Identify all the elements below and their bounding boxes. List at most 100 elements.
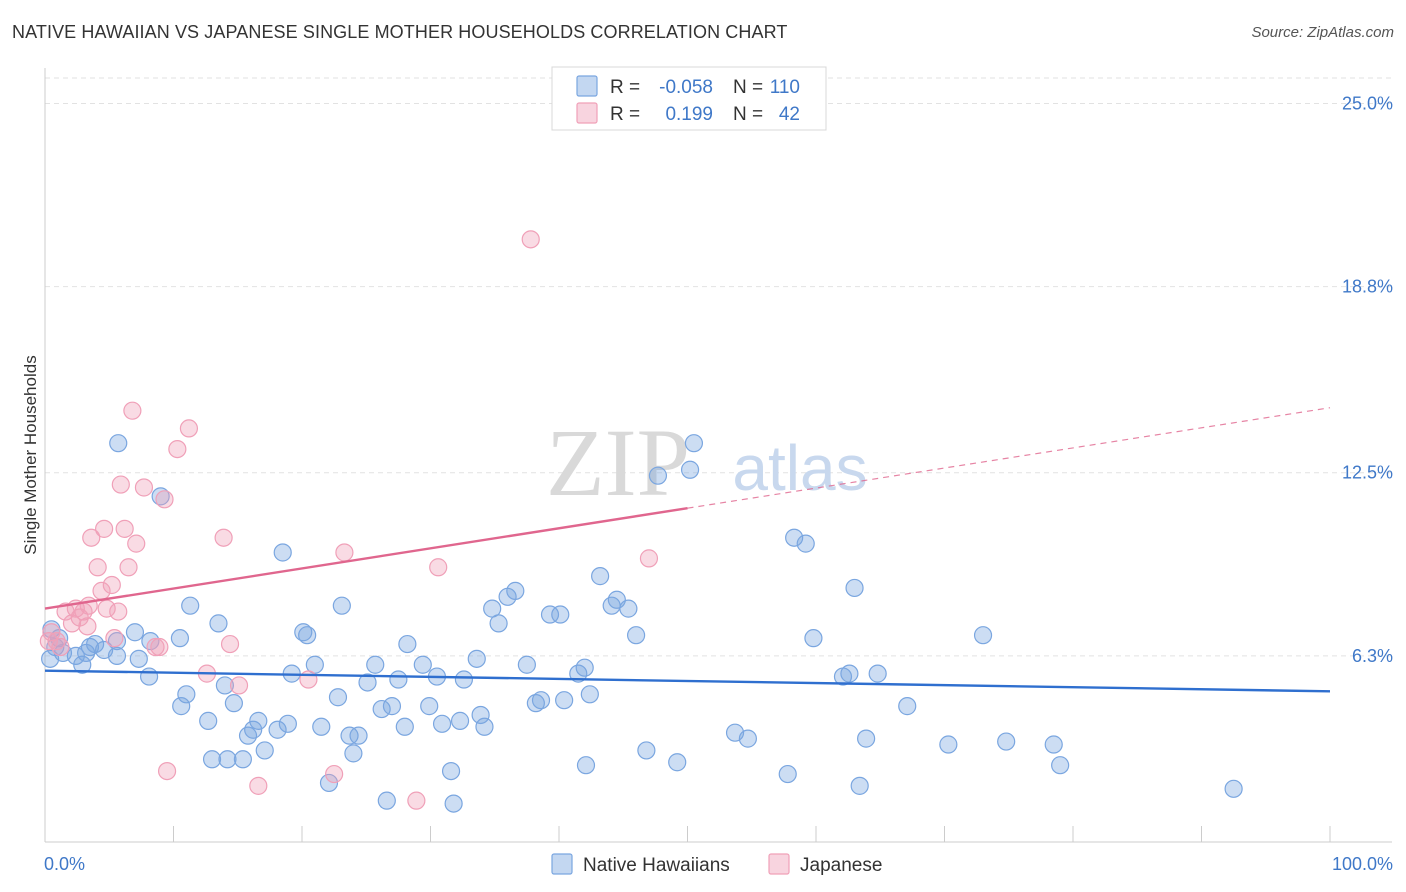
point-native-hawaiians xyxy=(555,691,574,710)
point-native-hawaiians xyxy=(107,646,127,665)
point-native-hawaiians xyxy=(576,756,596,775)
point-native-hawaiians xyxy=(170,629,190,648)
point-native-hawaiians xyxy=(215,676,234,695)
point-japanese xyxy=(429,558,448,577)
point-native-hawaiians xyxy=(444,794,463,813)
point-native-hawaiians xyxy=(273,543,292,562)
legend-swatch-japanese xyxy=(576,102,598,124)
point-native-hawaiians xyxy=(86,634,105,654)
point-native-hawaiians xyxy=(785,528,804,547)
legend-r-value: 0.199 xyxy=(665,104,713,125)
point-native-hawaiians xyxy=(181,596,200,615)
point-native-hawaiians xyxy=(551,605,570,624)
point-japanese xyxy=(111,475,130,494)
x-tick-labels: 0.0% 100.0% xyxy=(44,854,1393,874)
point-native-hawaiians xyxy=(845,578,864,598)
point-japanese xyxy=(82,528,101,547)
point-native-hawaiians xyxy=(619,599,638,618)
point-native-hawaiians xyxy=(349,726,368,745)
point-japanese xyxy=(325,764,344,784)
point-native-hawaiians xyxy=(139,667,159,686)
point-japanese xyxy=(155,490,174,509)
point-native-hawaiians xyxy=(441,761,461,781)
point-native-hawaiians xyxy=(172,697,191,716)
y-tick-label: 18.8% xyxy=(1342,277,1393,297)
point-native-hawaiians xyxy=(668,753,687,772)
point-japanese xyxy=(78,617,97,636)
point-native-hawaiians xyxy=(413,655,432,674)
legend-label-japanese: Japanese xyxy=(800,855,882,876)
legend-label-native-hawaiians: Native Hawaiians xyxy=(583,855,730,876)
axes xyxy=(44,68,1392,843)
point-native-hawaiians xyxy=(738,729,757,748)
point-japanese xyxy=(249,776,268,795)
point-japanese xyxy=(109,602,128,621)
point-native-hawaiians xyxy=(366,655,385,674)
y-tick-label: 25.0% xyxy=(1342,93,1393,113)
point-native-hawaiians xyxy=(898,697,917,716)
point-native-hawaiians xyxy=(973,626,993,645)
point-native-hawaiians xyxy=(626,626,646,645)
chart-title: NATIVE HAWAIIAN VS JAPANESE SINGLE MOTHE… xyxy=(12,22,788,42)
point-japanese xyxy=(51,637,70,657)
legend-n-label: N = xyxy=(733,77,763,98)
point-native-hawaiians xyxy=(107,632,127,651)
y-tick-label: 6.3% xyxy=(1352,646,1393,666)
legend-n-label: N = xyxy=(733,104,763,125)
point-japanese xyxy=(220,634,240,654)
point-native-hawaiians xyxy=(840,664,859,683)
point-native-hawaiians xyxy=(591,567,610,586)
point-native-hawaiians xyxy=(129,649,148,668)
point-native-hawaiians xyxy=(1051,756,1070,775)
point-native-hawaiians xyxy=(199,711,218,730)
trend-line-japanese xyxy=(44,506,688,610)
point-japanese xyxy=(115,519,134,538)
point-native-hawaiians xyxy=(575,658,594,677)
point-japanese xyxy=(146,637,165,657)
point-native-hawaiians xyxy=(389,670,408,689)
point-native-hawaiians xyxy=(796,534,815,553)
point-native-hawaiians xyxy=(66,646,85,665)
point-japanese xyxy=(102,575,121,595)
point-japanese xyxy=(168,439,187,459)
point-native-hawaiians xyxy=(684,434,704,453)
point-native-hawaiians xyxy=(177,685,196,704)
point-japanese xyxy=(299,670,318,689)
point-native-hawaiians xyxy=(202,750,222,769)
point-native-hawaiians xyxy=(471,705,490,725)
point-native-hawaiians xyxy=(526,694,545,713)
legend-swatch-japanese xyxy=(768,853,790,875)
point-native-hawaiians xyxy=(255,741,274,760)
point-native-hawaiians xyxy=(778,764,797,784)
point-native-hawaiians xyxy=(1044,735,1063,754)
point-native-hawaiians xyxy=(238,726,258,745)
point-native-hawaiians xyxy=(395,717,414,736)
point-native-hawaiians xyxy=(489,614,508,633)
point-native-hawaiians xyxy=(278,714,297,733)
point-native-hawaiians xyxy=(475,717,494,736)
point-native-hawaiians xyxy=(319,773,339,793)
legend-bottom: Native Hawaiians Japanese xyxy=(551,853,882,876)
point-native-hawaiians xyxy=(804,629,823,648)
y-tick-label: 12.5% xyxy=(1342,463,1393,483)
point-native-hawaiians xyxy=(80,637,100,657)
trend-lines xyxy=(44,407,1331,693)
point-native-hawaiians xyxy=(382,697,402,716)
legend-swatch-native-hawaiians xyxy=(576,75,598,97)
point-native-hawaiians xyxy=(224,694,243,713)
point-japanese xyxy=(123,401,142,420)
point-japanese xyxy=(214,528,233,547)
point-japanese xyxy=(407,791,426,810)
y-tick-labels: 6.3% 12.5% 18.8% 25.0% xyxy=(1342,93,1393,665)
point-japanese xyxy=(95,519,114,538)
legend-r-value: -0.058 xyxy=(659,77,713,98)
point-native-hawaiians xyxy=(506,581,525,600)
point-native-hawaiians xyxy=(233,750,252,769)
point-native-hawaiians xyxy=(540,605,560,624)
watermark: ZIP atlas xyxy=(546,409,868,516)
y-axis-label: Single Mother Households xyxy=(21,355,40,554)
gridlines xyxy=(45,77,1392,657)
point-native-hawaiians xyxy=(358,673,377,692)
trend-line-japanese-extension xyxy=(687,407,1331,509)
point-native-hawaiians xyxy=(857,729,876,748)
